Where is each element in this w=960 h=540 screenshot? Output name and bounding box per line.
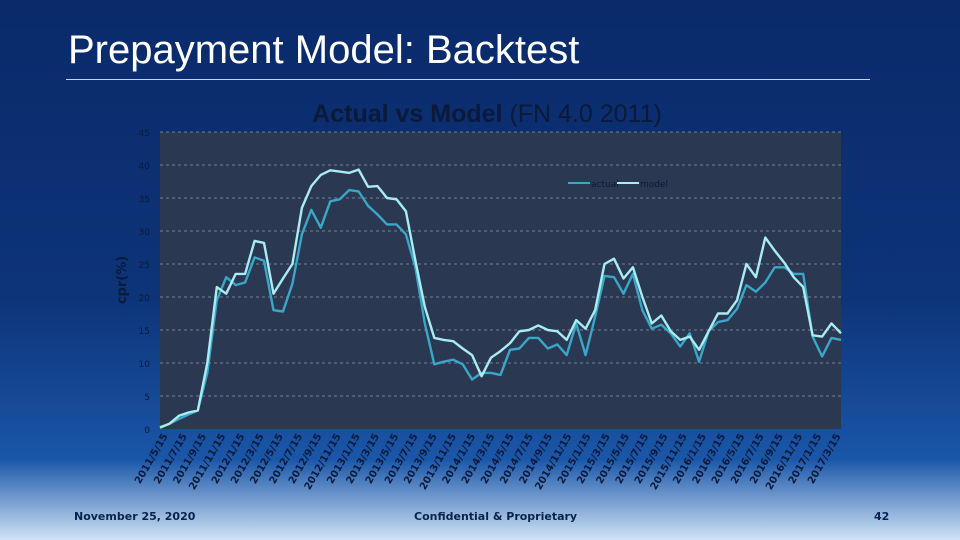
y-tick-label: 10 (139, 360, 151, 370)
page-number: 42 (874, 510, 890, 523)
legend: actual model (568, 180, 668, 190)
chart-title-subtitle: (FN 4.0 2011) (503, 100, 662, 128)
footer-date: November 25, 2020 (74, 510, 196, 523)
footer-confidential: Confidential & Proprietary (414, 510, 578, 523)
series-line-actual (159, 188, 842, 429)
y-tick-label: 5 (144, 393, 150, 403)
y-tick-label: 35 (139, 195, 150, 205)
y-tick-label: 40 (139, 162, 151, 172)
series-lines (159, 168, 842, 429)
slide-title: Prepayment Model: Backtest (68, 28, 580, 72)
chart-title: Actual vs Model (FN 4.0 2011) (312, 100, 662, 128)
chart-title-main: Actual vs Model (312, 100, 502, 128)
y-tick-label: 45 (139, 129, 150, 139)
y-tick-label: 30 (139, 228, 151, 238)
y-tick-labels: 0 5 10 15 20 25 30 35 40 45 (139, 129, 151, 436)
y-tick-label: 15 (139, 327, 150, 337)
y-tick-label: 20 (139, 294, 151, 304)
y-tick-label: 25 (139, 261, 150, 271)
y-axis-label: cpr(%) (115, 256, 130, 304)
y-tick-label: 0 (144, 426, 150, 436)
title-divider (66, 79, 870, 80)
plot-area (160, 132, 841, 429)
series-line-model (159, 168, 842, 429)
legend-actual-label: actual (591, 180, 619, 190)
legend-model-label: model (640, 180, 668, 190)
x-tick-labels: 2011/5/152011/7/152011/9/152011/11/15201… (133, 432, 844, 492)
